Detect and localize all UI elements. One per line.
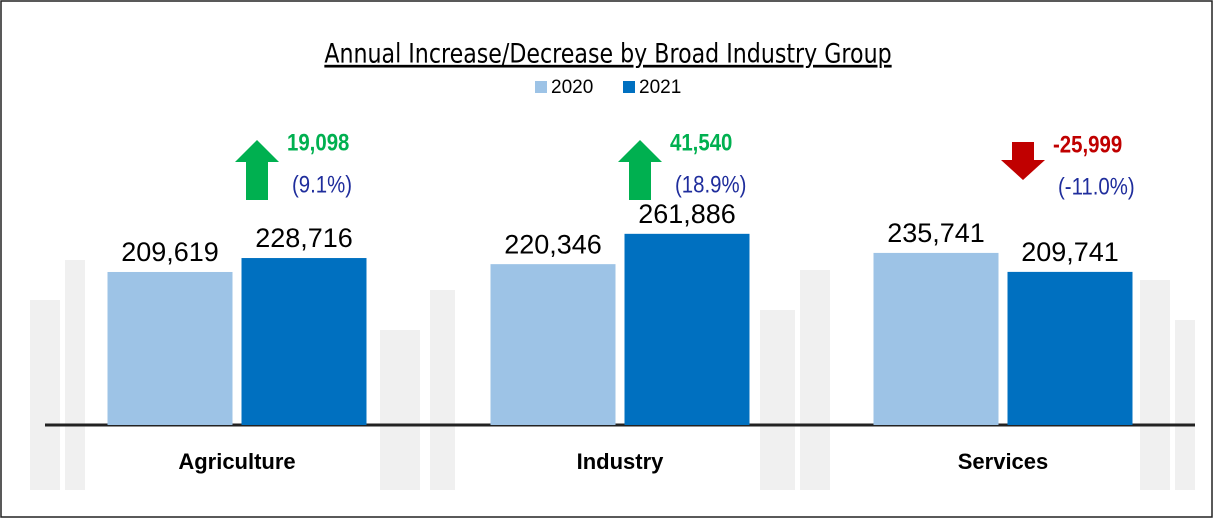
legend-swatch — [623, 81, 635, 93]
value-label: 209,741 — [1021, 237, 1119, 267]
value-label: 235,741 — [887, 218, 985, 248]
bar — [625, 234, 750, 425]
chart-title: Annual Increase/Decrease by Broad Indust… — [324, 38, 891, 70]
bar — [1008, 272, 1133, 425]
x-tick-label: Industry — [577, 449, 665, 474]
percent-label: (18.9%) — [675, 171, 746, 198]
x-tick-label: Services — [958, 449, 1049, 474]
x-tick-label: Agriculture — [178, 449, 295, 474]
percent-label: (-11.0%) — [1058, 173, 1135, 200]
bar — [242, 258, 367, 425]
legend-label: 2021 — [639, 77, 681, 98]
change-label: 41,540 — [670, 129, 732, 156]
bar — [874, 253, 999, 425]
value-label: 220,346 — [504, 229, 602, 259]
legend-label: 2020 — [551, 77, 593, 98]
value-label: 261,886 — [638, 199, 736, 229]
value-label: 228,716 — [255, 223, 353, 253]
legend-swatch — [535, 81, 547, 93]
value-label: 209,619 — [121, 237, 219, 267]
bar — [108, 272, 233, 425]
change-label: 19,098 — [287, 129, 349, 156]
bar — [491, 264, 616, 425]
percent-label: (9.1%) — [292, 171, 352, 198]
change-label: -25,999 — [1053, 131, 1122, 158]
chart: Annual Increase/Decrease by Broad Indust… — [0, 0, 1215, 519]
